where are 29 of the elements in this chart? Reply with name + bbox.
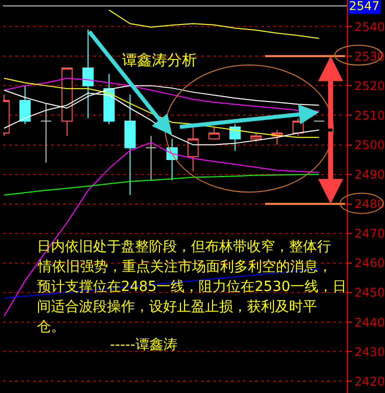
line-series bbox=[4, 78, 320, 138]
text: 谭鑫涛分析 bbox=[122, 51, 197, 69]
candlestick bbox=[124, 94, 136, 196]
y-tick-label: 2450 bbox=[354, 286, 385, 300]
ref-line-label: 2547 bbox=[349, 0, 380, 13]
candlestick bbox=[19, 85, 31, 125]
annotation: 间适合波段操作，设好止盈止损，获利及时平 bbox=[37, 299, 317, 315]
line-series bbox=[108, 10, 320, 39]
y-tick-label: 2490 bbox=[354, 168, 385, 182]
y-tick-label: 2440 bbox=[354, 315, 385, 330]
y-tick-label: 2500 bbox=[354, 138, 385, 152]
line-series bbox=[4, 174, 320, 196]
candlestick bbox=[61, 67, 73, 136]
y-tick-label: 2510 bbox=[354, 108, 385, 122]
y-tick-label: 2520 bbox=[354, 78, 385, 93]
annotation: 日内依旧处于盘整阶段，但布林带收窄，整体行 bbox=[37, 239, 331, 255]
y-tick-label: 2430 bbox=[354, 344, 385, 359]
annotation: 仓。 bbox=[37, 319, 65, 335]
y-tick-label: 2420 bbox=[354, 374, 385, 388]
annotation: -----谭鑫涛 bbox=[110, 337, 178, 353]
candlestick bbox=[145, 135, 157, 181]
y-tick-label: 2470 bbox=[354, 226, 385, 241]
candlestick bbox=[208, 126, 220, 140]
candlestick bbox=[229, 124, 241, 152]
y-tick-label: 2460 bbox=[354, 256, 385, 270]
candlestick bbox=[250, 132, 262, 142]
y-tick-label: 2540 bbox=[354, 20, 385, 34]
candlestick bbox=[40, 102, 52, 164]
candlestick bbox=[82, 29, 94, 119]
